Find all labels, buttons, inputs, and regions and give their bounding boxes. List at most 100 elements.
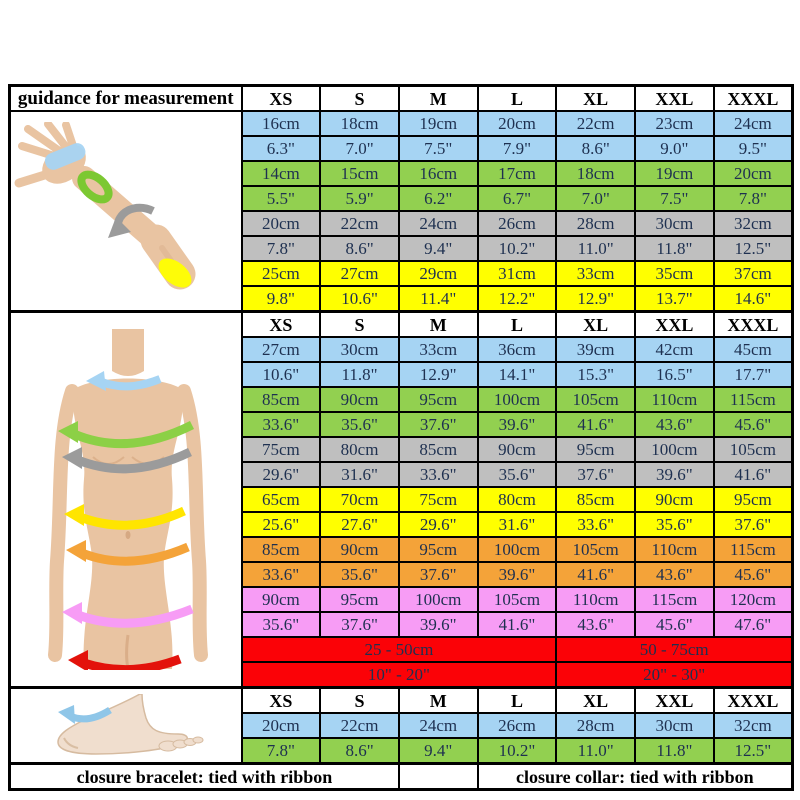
measurement-cell: 12.2" [476,285,558,313]
measurement-cell: 41.6" [712,461,794,488]
measurement-cell: 15cm [319,160,400,187]
measurement-cell: 95cm [555,436,637,463]
size-header-xs: XS [240,686,322,714]
neck-arrow-blue [85,371,162,391]
measurement-cell: 80cm [319,436,400,463]
measurement-cell: 9.8" [240,285,322,313]
measurement-cell: 110cm [634,386,715,413]
size-header-l: L [476,310,558,338]
range-cell-left: 10" - 20" [240,661,558,689]
closure-collar-label: closure collar: tied with ribbon [476,762,794,791]
measurement-cell: 37cm [712,260,794,287]
range-cell-right: 20" - 30" [555,661,794,689]
measurement-cell: 27.6" [319,511,400,538]
measurement-cell: 7.5" [397,135,479,162]
measurement-cell: 13.7" [634,285,715,313]
measurement-cell: 27cm [240,336,322,363]
range-cell-left: 25 - 50cm [240,636,558,663]
measurement-cell: 105cm [712,436,794,463]
measurement-cell: 24cm [397,712,479,739]
measurement-cell: 11.8" [634,235,715,262]
closure-empty-cell [397,762,479,791]
measurement-cell: 12.9" [555,285,637,313]
measurement-cell: 10.2" [476,737,558,765]
size-header-xl: XL [555,686,637,714]
measurement-cell: 95cm [397,536,479,563]
size-header-xl: XL [555,84,637,112]
guidance-header: guidance for measurement [8,84,243,112]
measurement-cell: 14.1" [476,361,558,388]
arm-measurement-illustration [14,122,196,290]
measurement-cell: 35cm [634,260,715,287]
size-header-m: M [397,84,479,112]
measurement-cell: 25.6" [240,511,322,538]
measurement-cell: 35.6" [319,561,400,588]
measurement-cell: 8.6" [319,737,400,765]
measurement-cell: 41.6" [555,411,637,438]
measurement-cell: 100cm [634,436,715,463]
measurement-cell: 35.6" [476,461,558,488]
measurement-cell: 115cm [712,386,794,413]
measurement-cell: 45.6" [712,411,794,438]
measurement-cell: 36cm [476,336,558,363]
size-header-m: M [397,310,479,338]
hand-band-blue [44,143,86,170]
measurement-cell: 6.3" [240,135,322,162]
measurement-cell: 20cm [240,210,322,237]
measurement-cell: 37.6" [555,461,637,488]
measurement-cell: 14cm [240,160,322,187]
hip-arrow-pink [61,602,194,628]
measurement-cell: 26cm [476,712,558,739]
measurement-cell: 33.6" [240,561,322,588]
measurement-cell: 31.6" [476,511,558,538]
size-header-s: S [319,686,400,714]
size-chart: guidance for measurement XS S M L XL XXL XXXL 1… [8,84,794,791]
measurement-cell: 29.6" [397,511,479,538]
waist-arrow-yellow [63,504,186,530]
measurement-cell: 7.0" [555,185,637,212]
measurement-cell: 10.2" [476,235,558,262]
measurement-cell: 100cm [476,386,558,413]
measurement-cell: 9.0" [634,135,715,162]
measurement-cell: 22cm [319,712,400,739]
measurement-cell: 29cm [397,260,479,287]
measurement-cell: 6.2" [397,185,479,212]
measurement-cell: 39.6" [397,611,479,638]
measurement-cell: 35.6" [240,611,322,638]
measurement-cell: 11.4" [397,285,479,313]
measurement-cell: 16.5" [634,361,715,388]
measurement-cell: 75cm [240,436,322,463]
measurement-cell: 28cm [555,210,637,237]
measurement-cell: 30cm [634,712,715,739]
measurement-cell: 11.0" [555,737,637,765]
measurement-cell: 30cm [319,336,400,363]
size-chart-table: guidance for measurement XS S M L XL XXL XXXL 1… [8,84,794,791]
measurement-cell: 42cm [634,336,715,363]
measurement-cell: 18cm [555,160,637,187]
measurement-cell: 33.6" [397,461,479,488]
measurement-cell: 15.3" [555,361,637,388]
measurement-cell: 95cm [397,386,479,413]
size-header-xxl: XXL [634,84,715,112]
measurement-cell: 10.6" [319,285,400,313]
measurement-cell: 27cm [319,260,400,287]
size-header-l: L [476,84,558,112]
measurement-cell: 17.7" [712,361,794,388]
measurement-cell: 10.6" [240,361,322,388]
measurement-cell: 43.6" [634,411,715,438]
size-header-l: L [476,686,558,714]
size-header-xxl: XXL [634,310,715,338]
measurement-cell: 24cm [712,110,794,137]
measurement-cell: 85cm [555,486,637,513]
measurement-cell: 110cm [634,536,715,563]
upperarm-band-yellow [158,258,192,288]
measurement-cell: 5.5" [240,185,322,212]
measurement-cell: 100cm [397,586,479,613]
measurement-cell: 47.6" [712,611,794,638]
measurement-cell: 17cm [476,160,558,187]
elbow-arrow-gray [107,203,155,238]
measurement-cell: 90cm [240,586,322,613]
measurement-cell: 11.8" [634,737,715,765]
measurement-cell: 85cm [240,536,322,563]
measurement-cell: 19cm [397,110,479,137]
